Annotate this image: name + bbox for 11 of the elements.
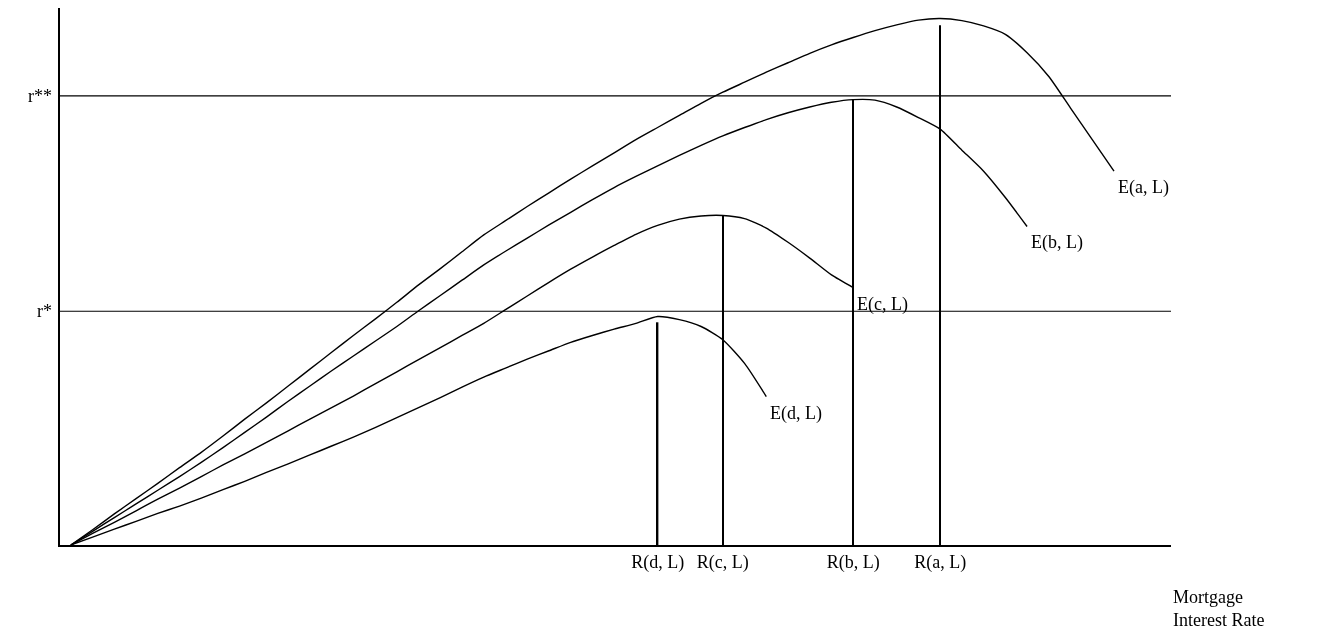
x-tick-label: R(a, L) xyxy=(914,552,967,574)
series-label: E(c, L) xyxy=(857,294,908,315)
ref-line-label: r** xyxy=(28,86,52,106)
x-tick-label: R(d, L) xyxy=(631,552,685,574)
x-tick-label: R(b, L) xyxy=(826,552,880,574)
x-axis-title: Mortgage Interest Rate xyxy=(1173,587,1265,627)
series-label: E(a, L) xyxy=(1118,177,1169,198)
series-label: E(d, L) xyxy=(770,403,822,424)
x-tick-label: R(c, L) xyxy=(696,552,749,574)
series-label: E(b, L) xyxy=(1031,232,1083,253)
ref-line-label: r* xyxy=(37,301,52,321)
